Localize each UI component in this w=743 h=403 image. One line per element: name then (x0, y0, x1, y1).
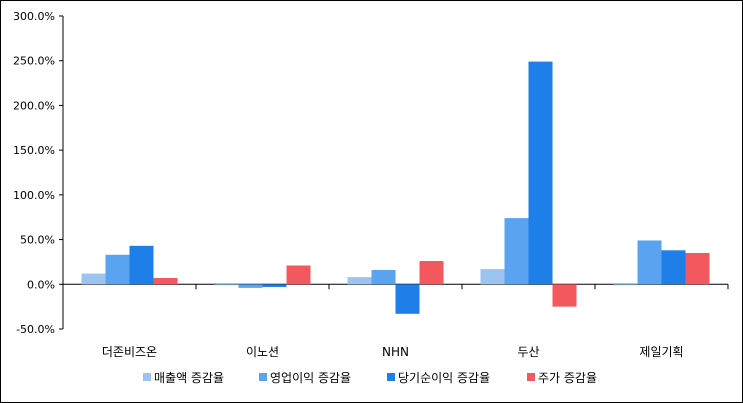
bar (347, 277, 372, 285)
bar (153, 278, 178, 285)
legend-label: 당기순이익 증감율 (398, 371, 490, 385)
bar (238, 284, 263, 288)
bar (685, 252, 710, 285)
bar (81, 273, 106, 285)
y-tick-label: 300.0% (13, 10, 55, 23)
legend-label: 주가 증감율 (538, 371, 597, 385)
legend-swatch (527, 373, 535, 381)
bar (286, 265, 311, 285)
bar (395, 284, 420, 314)
bar (613, 284, 638, 286)
bar (105, 254, 130, 285)
legend-swatch (143, 373, 151, 381)
y-tick-label: -50.0% (16, 323, 55, 336)
legend-swatch (259, 373, 267, 381)
y-tick-label: 200.0% (13, 99, 55, 112)
y-tick-label: 150.0% (13, 144, 55, 157)
bar (504, 218, 529, 285)
y-tick-label: 0.0% (27, 278, 55, 291)
chart-legend: 매출액 증감율 영업이익 증감율 당기순이익 증감율 주가 증감율 (143, 371, 597, 385)
x-tick-label: 이노션 (246, 345, 279, 359)
bar (129, 245, 154, 285)
chart-bars (81, 61, 710, 314)
x-tick-label: 제일기획 (639, 345, 683, 359)
y-tick-label: 50.0% (20, 234, 55, 247)
bar (528, 61, 553, 285)
x-tick-label: 더존비즈온 (102, 345, 157, 359)
bar (661, 250, 686, 285)
x-tick-label: NHN (382, 345, 409, 359)
legend-swatch (387, 373, 395, 381)
bar (371, 269, 396, 285)
bar (419, 261, 444, 285)
bar (480, 269, 505, 285)
y-tick-label: 250.0% (13, 55, 55, 68)
legend-label: 매출액 증감율 (154, 371, 224, 385)
x-tick-label: 두산 (517, 345, 539, 359)
legend-label: 영업이익 증감율 (270, 371, 351, 385)
y-tick-label: 100.0% (13, 189, 55, 202)
bar (262, 284, 287, 287)
bar (214, 284, 239, 286)
bar (552, 284, 577, 307)
bar (637, 240, 662, 285)
chart-labels: -50.0% 0.0% 50.0% 100.0% 150.0% 200.0% 250.0% 3… (13, 10, 684, 359)
